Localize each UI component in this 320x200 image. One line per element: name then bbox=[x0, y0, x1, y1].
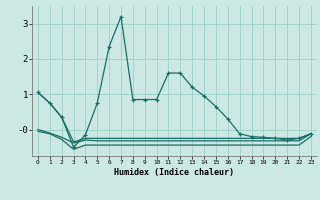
X-axis label: Humidex (Indice chaleur): Humidex (Indice chaleur) bbox=[115, 168, 234, 177]
